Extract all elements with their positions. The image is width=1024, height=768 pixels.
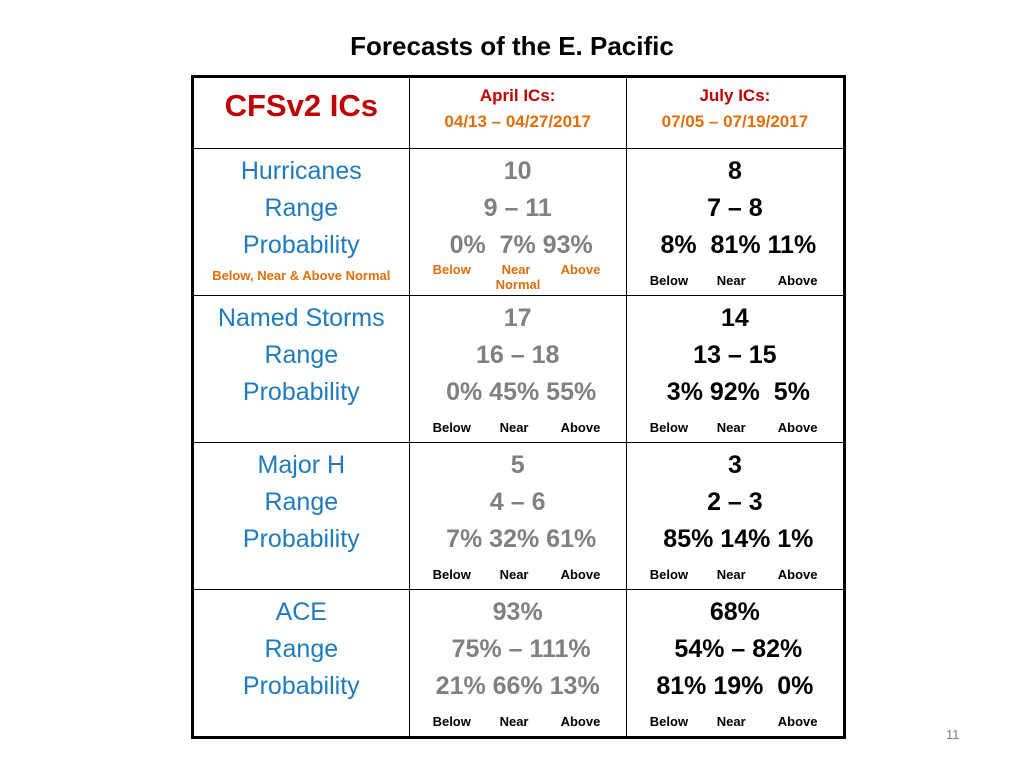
above-label: Above xyxy=(777,420,818,435)
near-label: Near xyxy=(716,273,746,288)
april-ics-dates: 04/13 – 04/27/2017 xyxy=(444,112,591,131)
above-label: Above xyxy=(560,420,601,435)
below-label: Below xyxy=(649,273,689,288)
row-label: Hurricanes xyxy=(240,157,362,185)
row-label: Probability xyxy=(242,672,360,700)
header-cell-april: April ICs: 04/13 – 04/27/2017 xyxy=(408,76,627,149)
april-probability: 0% 7% 93% xyxy=(442,231,593,259)
above-label: Above xyxy=(777,567,818,582)
april-probability: 0% 45% 55% xyxy=(439,378,597,406)
july-bna-legend: Below Near Above xyxy=(627,705,843,735)
ace-label-cell: ACE Range Probability xyxy=(192,589,410,738)
july-ics-dates: 07/05 – 07/19/2017 xyxy=(661,112,809,131)
below-label: Below xyxy=(649,420,689,435)
major-h-label-cell: Major H Range Probability xyxy=(192,442,410,590)
july-probability: 8% 81% 11% xyxy=(653,231,817,259)
july-probability: 81% 19% 0% xyxy=(656,672,814,700)
row-label: ACE xyxy=(275,598,327,626)
july-range: 2 – 3 xyxy=(707,488,763,516)
july-count: 3 xyxy=(727,451,742,479)
july-count: 14 xyxy=(720,304,749,332)
july-bna-legend: Below Near Above xyxy=(627,558,843,588)
hurricanes-july-cell: 8 7 – 8 8% 81% 11% Below Near Above xyxy=(625,148,846,296)
row-label: Named Storms xyxy=(217,304,385,332)
below-label: Below xyxy=(649,714,689,729)
slide-title: Forecasts of the E. Pacific xyxy=(350,31,674,61)
row-label: Probability xyxy=(242,525,360,553)
near-label: Near xyxy=(716,567,746,582)
april-count: 5 xyxy=(510,451,525,479)
named-storms-row: Named Storms Range Probability 17 16 – 1… xyxy=(192,295,846,443)
ace-row: ACE Range Probability 93% 75% – 111% 21%… xyxy=(192,589,846,738)
july-range: 54% – 82% xyxy=(667,635,803,663)
april-ics-label: April ICs: xyxy=(479,86,556,105)
ace-april-cell: 93% 75% – 111% 21% 66% 13% Below Near Ab… xyxy=(408,589,627,738)
july-bna-legend: Below Near Above xyxy=(627,411,843,441)
july-range: 13 – 15 xyxy=(693,341,777,369)
above-label: Above xyxy=(777,714,818,729)
april-count: 17 xyxy=(503,304,532,332)
april-count: 93% xyxy=(492,598,543,626)
normal-label: Normal xyxy=(495,277,541,292)
near-label: Near xyxy=(499,567,529,582)
header-cell-july: July ICs: 07/05 – 07/19/2017 xyxy=(625,76,846,149)
above-label: Above xyxy=(777,273,818,288)
row-label: Range xyxy=(264,341,339,369)
near-label: Near xyxy=(501,262,531,277)
major-h-july-cell: 3 2 – 3 85% 14% 1% Below Near Above xyxy=(625,442,846,590)
near-label: Near xyxy=(716,420,746,435)
april-range: 4 – 6 xyxy=(489,488,546,516)
cfsv2-ics-label: CFSv2 ICs xyxy=(224,88,378,123)
july-ics-label: July ICs: xyxy=(699,86,771,105)
major-hurricanes-row: Major H Range Probability 5 4 – 6 7% 32%… xyxy=(192,442,846,590)
row-label: Range xyxy=(264,488,339,516)
row-label: Probability xyxy=(242,378,360,406)
row-label: Probability xyxy=(242,231,360,259)
row-label: Range xyxy=(264,635,339,663)
april-bna-legend: Below Near Above xyxy=(410,411,626,441)
april-range: 16 – 18 xyxy=(475,341,560,369)
below-label: Below xyxy=(432,714,471,729)
below-label: Below xyxy=(432,420,471,435)
normal-note: Below, Near & Above Normal xyxy=(212,268,391,283)
july-count: 8 xyxy=(727,157,742,185)
row-label: Major H xyxy=(257,451,346,479)
hurricanes-label-cell: Hurricanes Range Probability Below, Near… xyxy=(192,148,410,296)
above-label: Above xyxy=(560,262,601,277)
row-label: Range xyxy=(264,194,339,222)
named-storms-label-cell: Named Storms Range Probability xyxy=(192,295,410,443)
april-range: 9 – 11 xyxy=(483,194,552,222)
april-bna-legend: Below Near Above Normal xyxy=(410,262,626,294)
above-label: Above xyxy=(560,567,601,582)
april-bna-legend: Below Near Above xyxy=(410,705,626,735)
july-probability: 85% 14% 1% xyxy=(656,525,814,553)
major-h-april-cell: 5 4 – 6 7% 32% 61% Below Near Above xyxy=(408,442,627,590)
april-count: 10 xyxy=(503,157,532,185)
below-label: Below xyxy=(432,567,471,582)
hurricanes-row: Hurricanes Range Probability Below, Near… xyxy=(192,148,846,296)
near-label: Near xyxy=(499,420,529,435)
above-label: Above xyxy=(560,714,601,729)
near-label: Near xyxy=(499,714,529,729)
named-storms-april-cell: 17 16 – 18 0% 45% 55% Below Near Above xyxy=(408,295,627,443)
near-label: Near xyxy=(716,714,746,729)
july-bna-legend: Below Near Above xyxy=(627,264,843,294)
page-number: 11 xyxy=(946,727,960,742)
below-label: Below xyxy=(649,567,689,582)
named-storms-july-cell: 14 13 – 15 3% 92% 5% Below Near Above xyxy=(625,295,846,443)
header-cell-cfsv2: CFSv2 ICs xyxy=(192,76,410,149)
july-range: 7 – 8 xyxy=(707,194,763,222)
ace-july-cell: 68% 54% – 82% 81% 19% 0% Below Near Abov… xyxy=(625,589,846,738)
july-probability: 3% 92% 5% xyxy=(659,378,810,406)
april-range: 75% – 111% xyxy=(444,635,591,663)
hurricanes-april-cell: 10 9 – 11 0% 7% 93% Below Near Above Nor… xyxy=(408,148,627,296)
april-probability: 21% 66% 13% xyxy=(435,672,600,700)
below-label: Below xyxy=(432,262,471,277)
april-bna-legend: Below Near Above xyxy=(410,558,626,588)
header-row: CFSv2 ICs April ICs: 04/13 – 04/27/2017 … xyxy=(192,76,846,149)
july-count: 68% xyxy=(709,598,760,626)
april-probability: 7% 32% 61% xyxy=(439,525,597,553)
forecast-table: CFSv2 ICs April ICs: 04/13 – 04/27/2017 … xyxy=(191,75,846,739)
